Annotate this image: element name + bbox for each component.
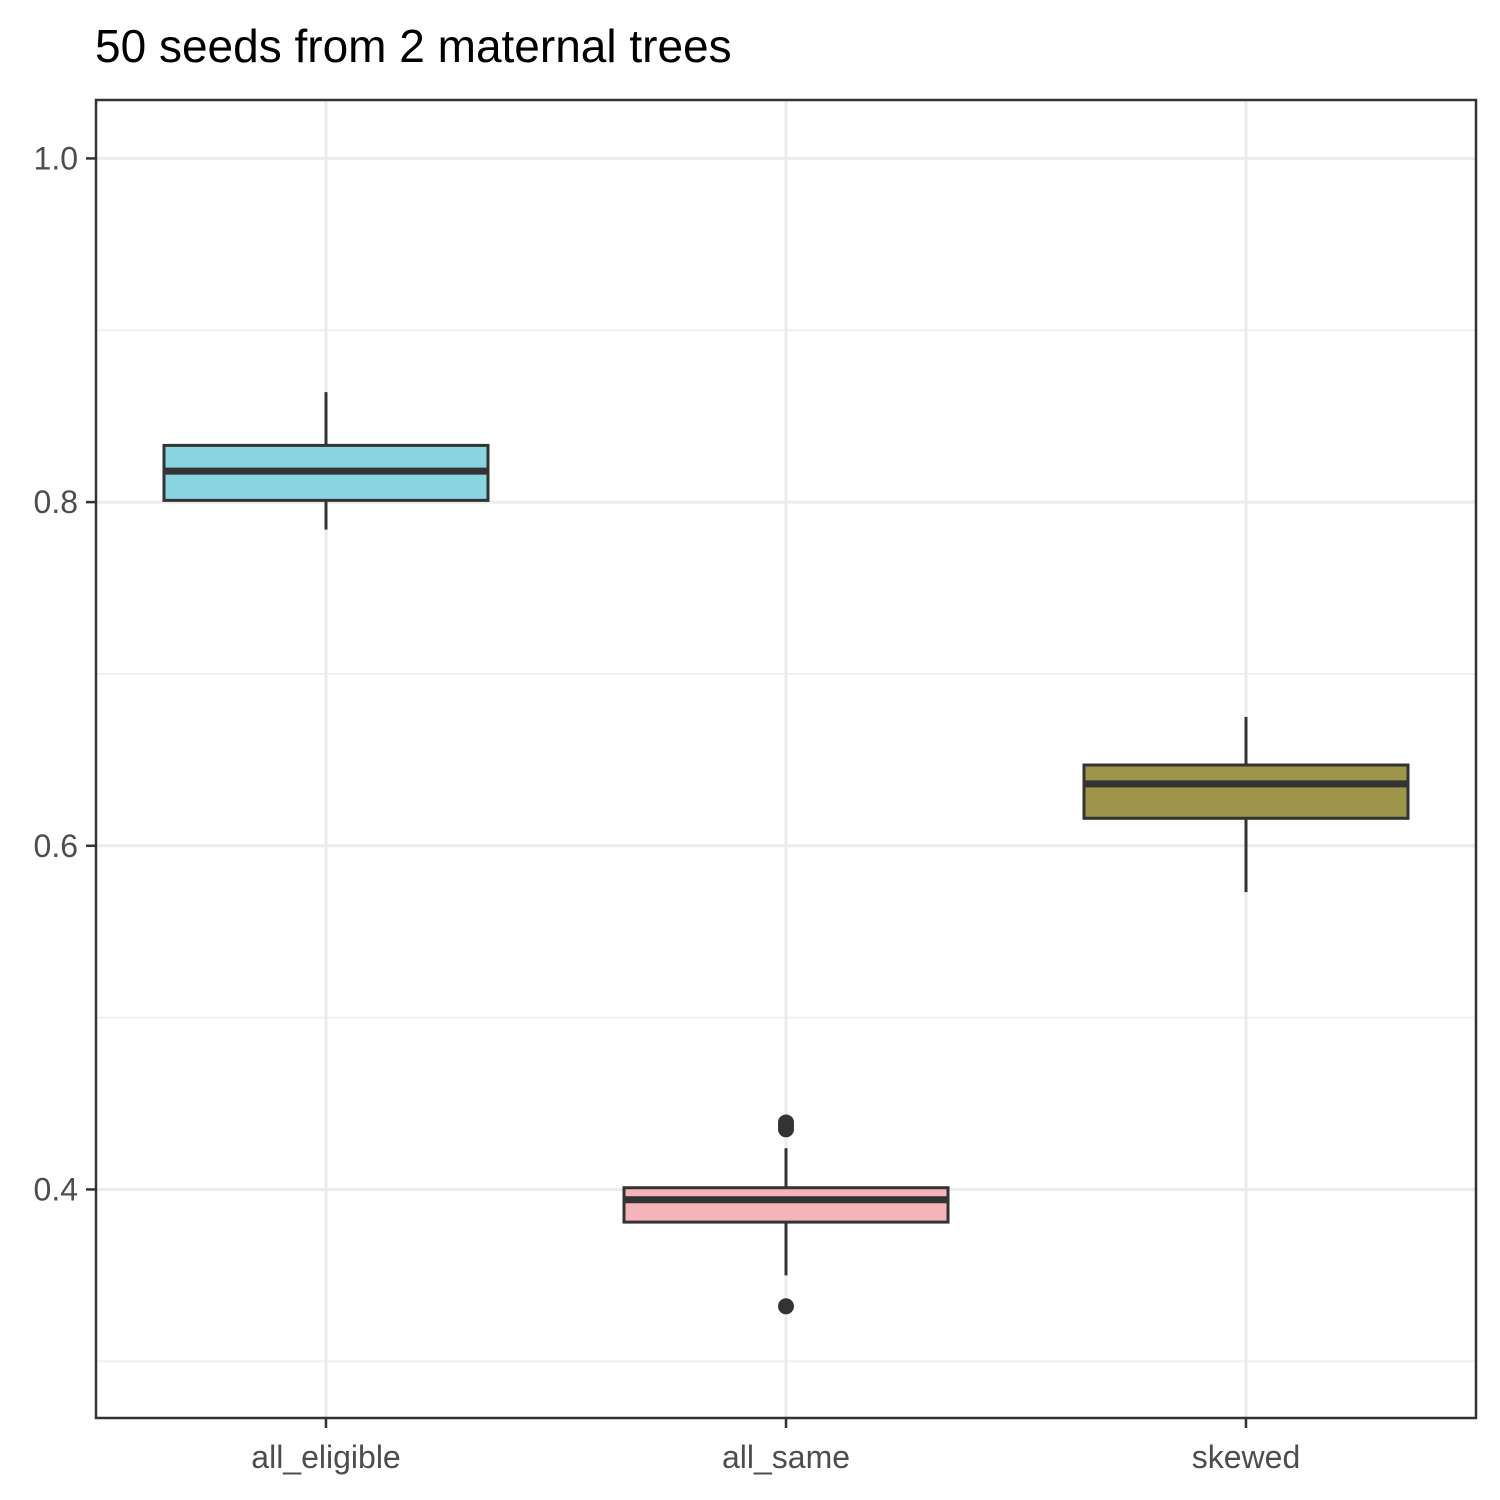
box-skewed [1082, 716, 1410, 893]
box-all_eligible [162, 392, 490, 530]
x-tick-label: all_same [722, 1439, 850, 1475]
box-all_same [622, 1114, 950, 1315]
y-tick-label: 0.8 [34, 484, 78, 520]
boxes [162, 392, 1410, 1315]
outlier-point [778, 1114, 794, 1131]
x-tick-label: skewed [1192, 1439, 1301, 1475]
y-tick-label: 1.0 [34, 140, 78, 176]
box-iqr [622, 1186, 950, 1224]
y-tick-label: 0.4 [34, 1171, 78, 1207]
outlier-point [778, 1298, 794, 1315]
x-tick-label: all_eligible [251, 1439, 400, 1475]
y-tick-label: 0.6 [34, 828, 78, 864]
box-iqr [1082, 763, 1410, 820]
chart-title: 50 seeds from 2 maternal trees [95, 20, 732, 72]
axes: 0.4 0.6 0.8 1.0 all_eligible all_same skewed [34, 140, 1301, 1475]
